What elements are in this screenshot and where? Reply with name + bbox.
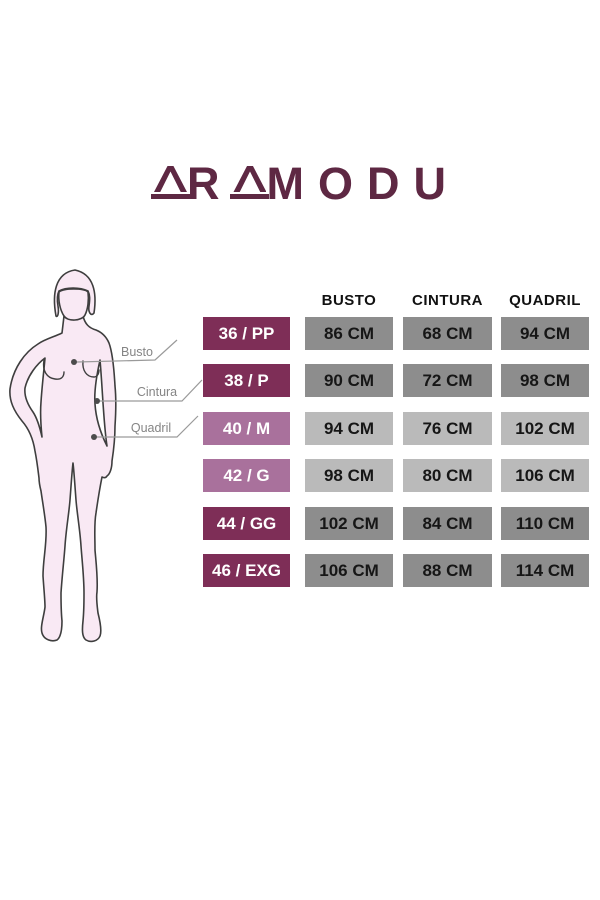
cintura-value: 76 CM [403,411,492,445]
bust-contour-right [82,360,100,378]
logo-letter: U [413,158,460,209]
size-row: 40 / M 94 CM 76 CM 102 CM [0,411,600,445]
size-row: 38 / P 90 CM 72 CM 98 CM [0,364,600,398]
size-row: 46 / EXG 106 CM 88 CM 114 CM [0,554,600,587]
size-label: 40 / M [203,411,290,445]
quadril-value: 110 CM [501,506,589,540]
quadril-value: 94 CM [501,317,589,350]
callout-quadril: Quadril [91,415,199,440]
size-label: 42 / G [203,459,290,493]
cintura-label: Cintura [137,385,177,399]
cintura-value: 72 CM [403,364,492,398]
body-silhouette [9,313,117,643]
column-header-busto: BUSTO [321,292,377,309]
size-row: 42 / G 98 CM 80 CM 106 CM [0,459,600,493]
busto-callout-line [76,339,178,363]
cintura-point-dot [94,398,100,404]
cintura-value: 84 CM [403,506,492,540]
cintura-value: 68 CM [403,317,492,350]
busto-value: 106 CM [305,554,393,587]
quadril-value: 114 CM [501,554,589,587]
busto-value: 86 CM [305,317,393,350]
cintura-value: 88 CM [403,554,492,587]
busto-label: Busto [121,345,153,359]
size-row: 36 / PP 86 CM 68 CM 94 CM [0,317,600,350]
quadril-label: Quadril [131,421,171,435]
column-header-quadril: QUADRIL [509,292,581,309]
size-row: 44 / GG 102 CM 84 CM 110 CM [0,506,600,540]
busto-value: 102 CM [305,506,393,540]
size-label: 36 / PP [203,317,290,350]
busto-value: 90 CM [305,364,393,398]
column-header-cintura: CINTURA [412,292,483,309]
quadril-callout-line [97,415,199,438]
busto-point-dot [71,359,77,365]
hair [53,269,96,318]
quadril-value: 98 CM [501,364,589,398]
logo-letter: O [317,158,367,209]
size-label: 46 / EXG [203,554,290,587]
quadril-value: 102 CM [501,411,589,445]
busto-value: 94 CM [305,411,393,445]
quadril-value: 106 CM [501,459,589,493]
quadril-point-dot [91,434,97,440]
bust-contour-left [42,359,65,380]
logo-letter-a-stylized [150,166,190,199]
size-label: 44 / GG [203,506,290,540]
face [57,288,90,321]
logo-letter: M [266,158,318,209]
logo-letter-a-stylized [230,166,270,199]
brand-logo: R MODU [0,161,600,207]
size-label: 38 / P [203,364,290,398]
callout-busto: Busto [71,339,178,365]
cintura-callout-line [100,379,203,402]
logo-letter: R [186,158,234,209]
logo-letter: D [367,158,414,209]
cintura-value: 80 CM [403,459,492,493]
callout-cintura: Cintura [94,379,203,404]
busto-value: 98 CM [305,459,393,493]
